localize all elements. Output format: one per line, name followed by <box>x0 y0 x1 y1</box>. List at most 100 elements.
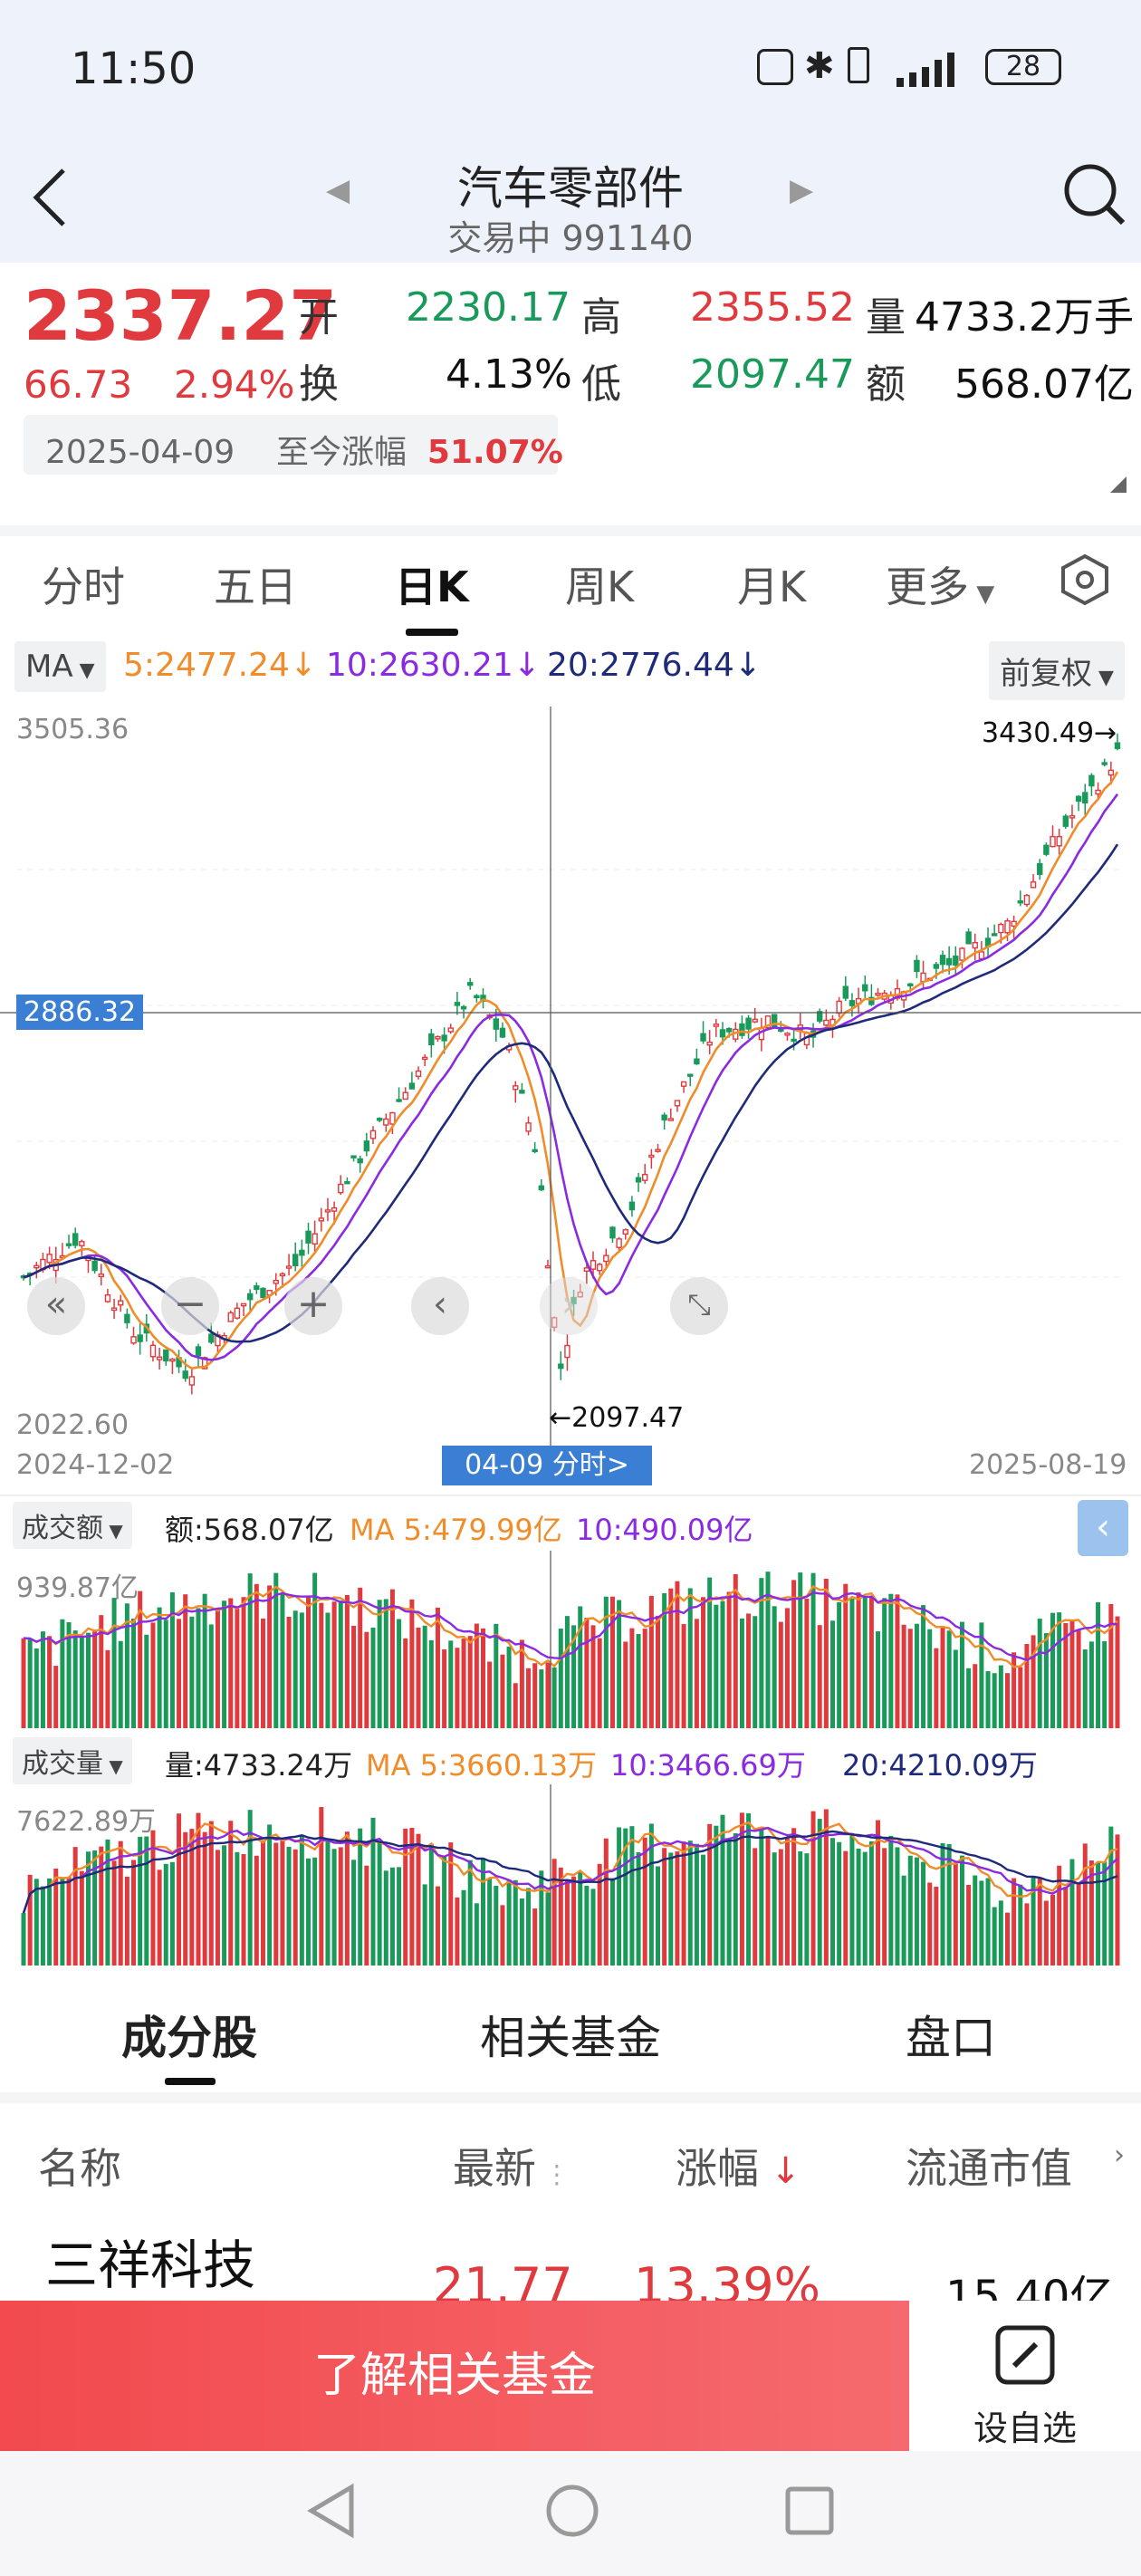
volume-bar <box>215 1610 220 1728</box>
volume-bar <box>1037 1619 1042 1728</box>
volume-bar <box>474 1903 479 1966</box>
zoom-out-icon[interactable]: − <box>161 1277 219 1335</box>
volume-bar <box>1018 1667 1023 1728</box>
volume-bar <box>1050 1895 1056 1966</box>
collapse-panel-icon[interactable]: ‹ <box>1078 1500 1128 1556</box>
search-icon[interactable] <box>1061 159 1127 232</box>
volume-bar <box>208 1624 214 1728</box>
tab-daily-k[interactable]: 日K <box>395 562 469 611</box>
table-row[interactable]: 三祥科技 21.77 13.39% 15.40亿 <box>0 2192 1141 2322</box>
next-index-arrow-icon[interactable]: ▶ <box>790 172 814 208</box>
volume-bar <box>397 1867 402 1966</box>
volume-bar <box>183 1594 188 1728</box>
volume-bar <box>707 1823 713 1966</box>
cursor-date-button[interactable]: 04-09 分时> <box>442 1446 652 1485</box>
back-icon[interactable] <box>24 161 78 234</box>
volume-bar <box>998 1900 1003 1966</box>
nav-home-icon[interactable] <box>543 2482 601 2543</box>
volume-bar <box>985 1671 991 1728</box>
volume-bar <box>804 1598 810 1728</box>
candle <box>98 1264 104 1286</box>
rewind-icon[interactable]: « <box>27 1277 85 1335</box>
tab-order-book[interactable]: 盘口 <box>906 2012 996 2064</box>
ma-type-select[interactable]: MA ▼ <box>14 641 106 692</box>
volume-bar <box>105 1839 110 1966</box>
volume-bar <box>60 1878 65 1966</box>
volume-bar <box>79 1870 84 1966</box>
learn-funds-button[interactable]: 了解相关基金 <box>0 2301 909 2451</box>
watchlist-label: 设自选 <box>973 2408 1077 2448</box>
volume-bar <box>1108 1603 1114 1728</box>
volume-bar <box>92 1850 98 1966</box>
scroll-right-icon[interactable]: › <box>1114 2139 1125 2171</box>
step-right-icon[interactable]: › <box>540 1277 598 1335</box>
cta-bar: 了解相关基金 设自选 <box>0 2301 1141 2451</box>
volume-bar <box>1004 1673 1010 1728</box>
amount-indicator-select[interactable]: 成交额 ▼ <box>13 1502 132 1549</box>
since-date-pill[interactable]: 2025-04-09 至今涨幅 51.07% <box>24 415 563 475</box>
volume-bar <box>267 1585 273 1728</box>
candle <box>254 1282 260 1294</box>
volume-bar <box>163 1863 168 1966</box>
volume-bar <box>85 1851 91 1966</box>
candle <box>513 1081 519 1103</box>
period-tabs: 分时 五日 日K 周K 月K 更多 ▼ <box>0 525 1141 636</box>
volume-bar <box>461 1638 466 1728</box>
nav-back-icon[interactable] <box>304 2482 359 2543</box>
volume-bar <box>1031 1877 1036 1966</box>
candle <box>72 1227 79 1249</box>
volume-bar <box>772 1606 777 1728</box>
tab-more[interactable]: 更多 ▼ <box>886 562 995 611</box>
col-market-cap[interactable]: 流通市值 <box>906 2144 1072 2193</box>
volume-bar <box>157 1607 162 1728</box>
volume-bar <box>208 1821 214 1966</box>
volume-bar <box>131 1860 137 1966</box>
candle <box>622 1228 628 1240</box>
tab-weekly-k[interactable]: 周K <box>565 562 635 611</box>
volume-bar <box>409 1828 415 1966</box>
volume-bar <box>746 1812 752 1966</box>
volume-bar <box>99 1846 104 1966</box>
bottom-tabs: 成分股 相关基金 盘口 <box>0 1975 1141 2092</box>
volume-bar <box>590 1625 596 1728</box>
tab-related-funds[interactable]: 相关基金 <box>480 2012 661 2064</box>
add-watchlist-button[interactable]: 设自选 <box>909 2301 1141 2451</box>
tab-constituents[interactable]: 成分股 <box>121 2012 257 2064</box>
candle <box>163 1349 169 1366</box>
volume-bar <box>247 1810 253 1966</box>
low-value: 2097.47 <box>690 351 855 398</box>
fullscreen-icon[interactable]: ⤡ <box>670 1277 728 1335</box>
col-name[interactable]: 名称 <box>38 2144 121 2193</box>
settings-hexagon-icon[interactable] <box>1058 553 1112 610</box>
volume-bar <box>21 1913 26 1966</box>
nav-recents-icon[interactable] <box>782 2484 837 2542</box>
amount-panel-value: 额:568.07亿 <box>165 1513 334 1547</box>
candle <box>680 1081 687 1093</box>
step-left-icon[interactable]: ‹ <box>411 1277 469 1335</box>
candle <box>435 1035 441 1042</box>
bluetooth-icon: ✱ <box>804 45 835 87</box>
tab-five-day[interactable]: 五日 <box>214 562 297 611</box>
zoom-in-icon[interactable]: + <box>284 1277 342 1335</box>
volume-bar <box>241 1597 246 1728</box>
expand-corner-icon[interactable] <box>1110 476 1127 493</box>
candle <box>1004 918 1011 942</box>
volume-bar <box>590 1889 596 1966</box>
volume-indicator-select[interactable]: 成交量 ▼ <box>13 1737 132 1784</box>
volume-bar <box>714 1604 719 1728</box>
prev-index-arrow-icon[interactable]: ◀ <box>326 172 350 208</box>
volume-bar <box>1115 1834 1120 1966</box>
volume-bar <box>837 1841 842 1966</box>
tab-monthly-k[interactable]: 月K <box>737 562 807 611</box>
status-time: 11:50 <box>71 43 197 94</box>
volume-bar <box>260 1618 265 1728</box>
tab-intraday[interactable]: 分时 <box>42 562 125 611</box>
col-change[interactable]: 涨幅 ↓ <box>676 2136 801 2196</box>
col-price[interactable]: 最新 ⋮ <box>453 2144 570 2193</box>
low-marker: ←2097.47 <box>549 1402 685 1434</box>
candle <box>130 1326 137 1345</box>
kline-chart[interactable]: 3505.36 2022.60 2886.32 3430.49→ ←2097.4… <box>0 706 1141 1449</box>
adjust-select[interactable]: 前复权 ▼ <box>989 641 1125 700</box>
candle <box>674 1100 681 1112</box>
volume-bar <box>739 1618 744 1728</box>
